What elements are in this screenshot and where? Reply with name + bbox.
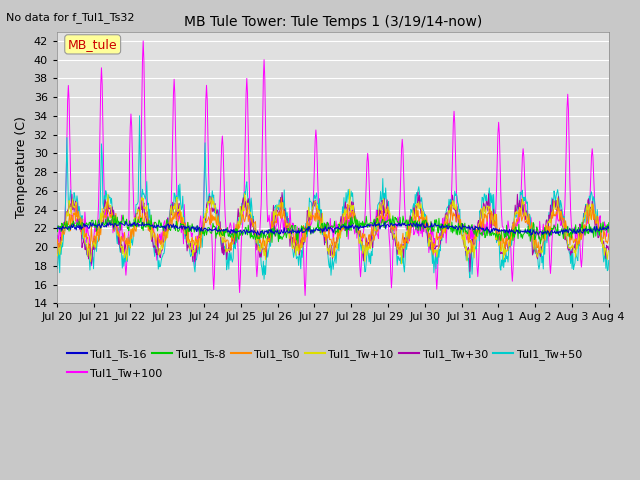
Text: No data for f_Tul1_Ts32: No data for f_Tul1_Ts32 [6, 12, 135, 23]
Text: MB_tule: MB_tule [68, 38, 118, 51]
Title: MB Tule Tower: Tule Temps 1 (3/19/14-now): MB Tule Tower: Tule Temps 1 (3/19/14-now… [184, 15, 482, 29]
Legend: Tul1_Tw+100: Tul1_Tw+100 [62, 363, 167, 383]
Y-axis label: Temperature (C): Temperature (C) [15, 117, 28, 218]
